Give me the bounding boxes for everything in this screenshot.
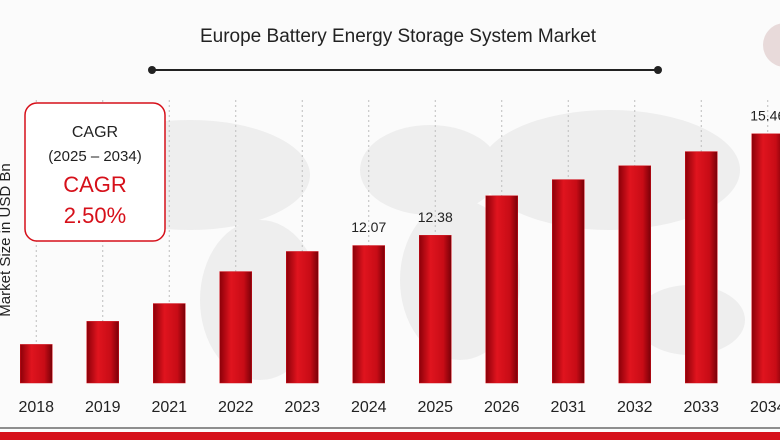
bar (219, 271, 252, 384)
title-rule-dot (654, 66, 662, 74)
plot: 2018 2019 2021 2022 2023 2024 12.07 2025 12.38 20… (18, 100, 780, 416)
x-tick-label: 2032 (617, 399, 653, 416)
bar (685, 151, 718, 384)
footer-band (0, 432, 780, 440)
value-label: 15.46 (750, 108, 780, 124)
x-tick-label: 2023 (284, 399, 320, 416)
bar (485, 195, 518, 384)
x-tick-label: 2024 (351, 399, 387, 416)
bar (618, 165, 651, 384)
value-label: 12.07 (351, 219, 386, 235)
y-axis-label: Market Size in USD Bn (0, 163, 14, 316)
bar (751, 133, 780, 384)
x-tick-label: 2025 (417, 399, 453, 416)
cagr-heading: CAGR (72, 124, 118, 141)
title-rule-dot (148, 66, 156, 74)
value-label: 12.38 (418, 209, 453, 225)
bar (20, 344, 53, 384)
bar (419, 235, 452, 384)
bar (352, 245, 385, 384)
cagr-rate: 2.50% (64, 203, 126, 228)
x-tick-label: 2018 (18, 399, 54, 416)
chart-title: Europe Battery Energy Storage System Mar… (200, 26, 597, 47)
bar (286, 251, 319, 384)
cagr-box: CAGR (2025 – 2034) CAGR 2.50% (24, 102, 166, 242)
bar (153, 303, 186, 384)
bar (552, 179, 585, 384)
bar (86, 321, 119, 384)
cagr-label: CAGR (63, 172, 127, 197)
cagr-period: (2025 – 2034) (48, 148, 141, 165)
x-tick-label: 2021 (151, 399, 187, 416)
x-tick-label: 2019 (85, 399, 121, 416)
x-tick-label: 2022 (218, 399, 254, 416)
cagr-box-frame (24, 102, 166, 242)
x-tick-label: 2033 (683, 399, 719, 416)
logo (763, 23, 780, 67)
x-tick-label: 2034 (750, 399, 780, 416)
x-tick-label: 2031 (550, 399, 586, 416)
x-tick-label: 2026 (484, 399, 520, 416)
